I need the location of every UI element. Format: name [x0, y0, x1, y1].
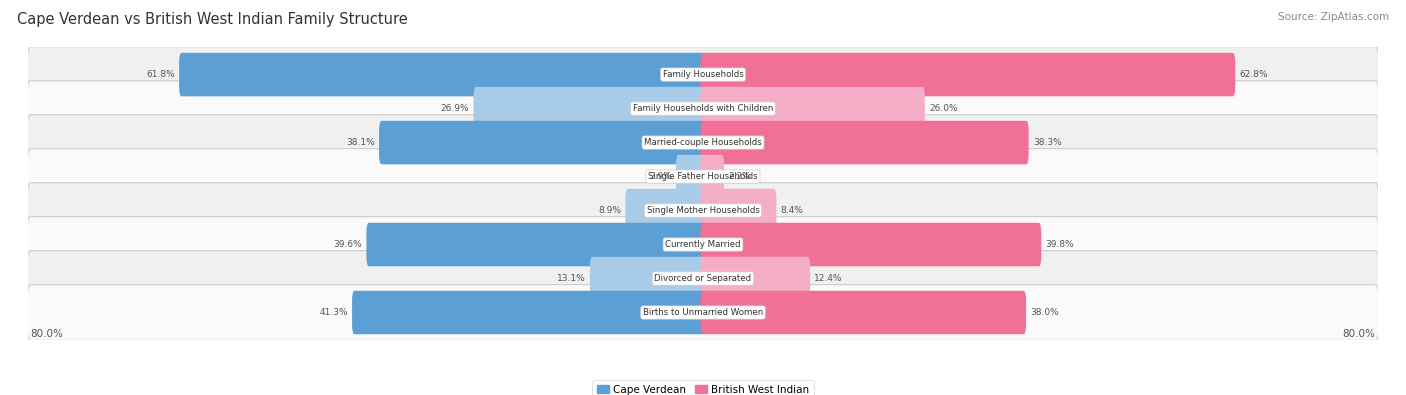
Text: 26.0%: 26.0%	[929, 104, 957, 113]
Text: 39.6%: 39.6%	[333, 240, 363, 249]
Text: 12.4%: 12.4%	[814, 274, 842, 283]
Text: Births to Unmarried Women: Births to Unmarried Women	[643, 308, 763, 317]
Text: Divorced or Separated: Divorced or Separated	[654, 274, 752, 283]
Text: Source: ZipAtlas.com: Source: ZipAtlas.com	[1278, 12, 1389, 22]
FancyBboxPatch shape	[27, 149, 1379, 205]
Text: 2.2%: 2.2%	[728, 172, 751, 181]
Text: Currently Married: Currently Married	[665, 240, 741, 249]
Text: 38.1%: 38.1%	[346, 138, 375, 147]
Text: 61.8%: 61.8%	[146, 70, 174, 79]
Text: 13.1%: 13.1%	[557, 274, 586, 283]
FancyBboxPatch shape	[700, 155, 724, 198]
Text: 8.4%: 8.4%	[780, 206, 803, 215]
FancyBboxPatch shape	[367, 223, 706, 266]
Text: 39.8%: 39.8%	[1046, 240, 1074, 249]
FancyBboxPatch shape	[676, 155, 706, 198]
Text: 41.3%: 41.3%	[319, 308, 347, 317]
FancyBboxPatch shape	[27, 217, 1379, 273]
Text: 80.0%: 80.0%	[1343, 329, 1375, 339]
FancyBboxPatch shape	[626, 189, 706, 232]
Text: 38.0%: 38.0%	[1031, 308, 1059, 317]
FancyBboxPatch shape	[352, 291, 706, 334]
FancyBboxPatch shape	[27, 81, 1379, 136]
FancyBboxPatch shape	[474, 87, 706, 130]
Text: Cape Verdean vs British West Indian Family Structure: Cape Verdean vs British West Indian Fami…	[17, 12, 408, 27]
FancyBboxPatch shape	[700, 53, 1236, 96]
FancyBboxPatch shape	[700, 121, 1029, 164]
Text: Family Households with Children: Family Households with Children	[633, 104, 773, 113]
Text: Single Mother Households: Single Mother Households	[647, 206, 759, 215]
Text: 26.9%: 26.9%	[440, 104, 470, 113]
FancyBboxPatch shape	[591, 257, 706, 300]
Text: 38.3%: 38.3%	[1033, 138, 1062, 147]
Text: 62.8%: 62.8%	[1240, 70, 1268, 79]
FancyBboxPatch shape	[27, 182, 1379, 239]
FancyBboxPatch shape	[27, 251, 1379, 307]
FancyBboxPatch shape	[700, 223, 1042, 266]
FancyBboxPatch shape	[700, 257, 810, 300]
FancyBboxPatch shape	[700, 189, 776, 232]
FancyBboxPatch shape	[380, 121, 706, 164]
FancyBboxPatch shape	[27, 285, 1379, 340]
Text: 80.0%: 80.0%	[31, 329, 63, 339]
FancyBboxPatch shape	[700, 87, 925, 130]
Legend: Cape Verdean, British West Indian: Cape Verdean, British West Indian	[592, 380, 814, 395]
FancyBboxPatch shape	[27, 115, 1379, 170]
FancyBboxPatch shape	[27, 47, 1379, 102]
Text: 8.9%: 8.9%	[598, 206, 621, 215]
Text: 2.9%: 2.9%	[650, 172, 672, 181]
Text: Married-couple Households: Married-couple Households	[644, 138, 762, 147]
FancyBboxPatch shape	[179, 53, 706, 96]
Text: Single Father Households: Single Father Households	[648, 172, 758, 181]
FancyBboxPatch shape	[700, 291, 1026, 334]
Text: Family Households: Family Households	[662, 70, 744, 79]
